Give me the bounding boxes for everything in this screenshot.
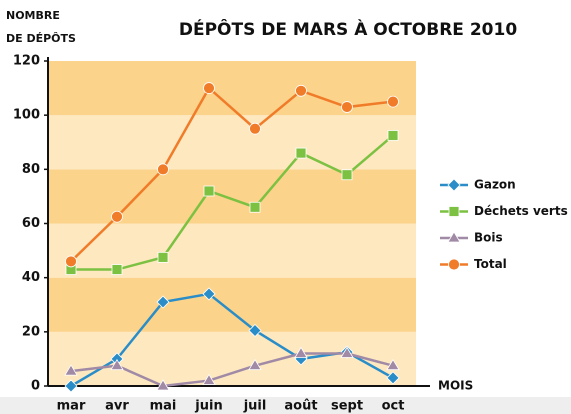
marker [448,206,460,217]
legend-label: Total [474,257,507,271]
x-tick-label: oct [382,399,405,414]
background-band [48,277,416,332]
legend-label: Bois [474,231,503,245]
marker [447,178,461,192]
y-tick-label: 60 [22,216,40,231]
marker [157,163,169,176]
marker [248,358,262,371]
marker [157,251,169,263]
series-line [70,352,394,388]
marker [447,231,461,243]
marker [341,101,353,113]
marker [64,379,78,393]
marker [386,371,400,385]
marker [294,346,308,358]
legend-label: Gazon [474,178,516,192]
y-tick-label: 120 [13,54,40,69]
footer-strip [0,397,571,414]
marker [340,346,354,358]
background-band [48,169,416,224]
marker [110,358,124,371]
x-tick-label: sept [331,399,363,414]
marker [202,287,216,301]
marker [249,122,261,135]
series-line [71,134,394,271]
y-tick-label: 20 [22,324,40,339]
x-axis-label: MOIS [438,379,473,393]
marker [249,201,261,213]
x-tick-label: août [284,399,317,414]
chart-title: DÉPÔTS DE MARS À OCTOBRE 2010 [179,18,517,40]
y-tick-label: 40 [22,270,40,285]
x-tick-label: juin [194,399,222,414]
marker [387,95,399,108]
marker [295,84,307,97]
marker [341,169,353,181]
marker [202,373,216,385]
series-line [70,86,394,263]
x-tick-label: mar [57,399,86,414]
y-tick-label: 80 [22,162,40,177]
marker [156,379,170,391]
marker [448,258,460,271]
marker [64,364,78,376]
marker [387,130,399,141]
y-axis-label: NOMBRE [6,9,60,22]
marker [248,323,262,338]
y-tick-label: 100 [13,108,40,123]
marker [203,185,215,197]
y-axis-label: DE DÉPÔTS [6,32,76,45]
marker [111,210,123,223]
marker [65,255,77,268]
y-tick-label: 0 [31,379,40,394]
marker [156,295,170,309]
background-band [48,331,416,386]
x-tick-label: mai [150,399,177,414]
marker [111,264,123,275]
marker [203,82,215,94]
x-tick-label: juil [243,399,267,414]
legend-label: Déchets verts [474,204,568,218]
x-tick-label: avr [105,399,129,414]
marker [386,358,400,371]
background-band [48,115,416,170]
marker [295,147,307,159]
